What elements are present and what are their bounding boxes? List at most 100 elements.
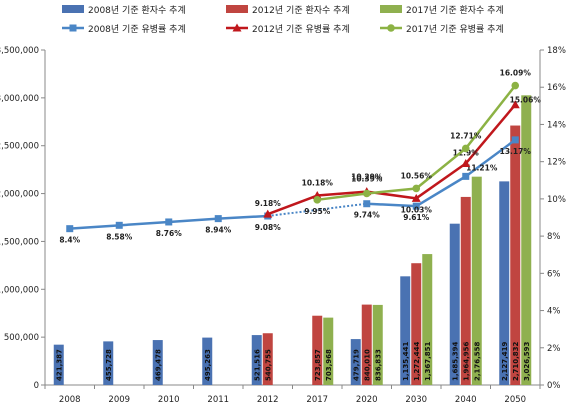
- y-tick-label: 500,000: [4, 333, 39, 343]
- bar: [471, 176, 482, 385]
- series-line-segment: [267, 194, 318, 216]
- legend-bar-swatch: [226, 5, 248, 13]
- legend-bar-swatch: [380, 5, 402, 13]
- bar: [499, 181, 510, 385]
- legend-label: 2012년 기준 환자수 추계: [252, 4, 350, 16]
- bar-value-label: 521,516: [253, 349, 261, 381]
- y2-tick-label: 16%: [547, 83, 566, 93]
- y-tick-label: 3,000,000: [0, 94, 39, 104]
- y2-tick-label: 4%: [547, 307, 561, 317]
- data-label: 11.21%: [466, 163, 498, 172]
- data-label: 13.17%: [500, 147, 532, 156]
- series-line-segment: [69, 224, 120, 230]
- series-line-segment: [464, 84, 517, 150]
- legend-label: 2012년 기준 유병률 추계: [252, 23, 350, 35]
- bar-value-label: 2,127,419: [501, 341, 509, 381]
- y2-tick-label: 0%: [547, 381, 561, 391]
- x-tick-label: 2040: [455, 395, 477, 405]
- bar-value-label: 540,755: [264, 349, 272, 381]
- data-point: [511, 81, 520, 90]
- y2-tick-label: 12%: [547, 158, 566, 168]
- y-tick-label: 1,500,000: [0, 237, 39, 247]
- y2-tick-label: 14%: [547, 120, 566, 130]
- legend-label: 2008년 기준 유병률 추계: [88, 23, 186, 35]
- data-label: 8.4%: [59, 236, 80, 245]
- data-point: [313, 196, 322, 204]
- bar-value-label: 469,478: [154, 349, 162, 381]
- data-point: [411, 193, 421, 202]
- series-line-segment: [415, 162, 467, 200]
- x-tick-label: 2012: [257, 395, 279, 405]
- series-line-segment: [366, 187, 417, 195]
- bar-value-label: 723,857: [314, 349, 322, 381]
- data-label: 10.56%: [401, 171, 433, 180]
- legend-label: 2017년 기준 유병률 추계: [406, 23, 504, 35]
- bar: [411, 263, 422, 385]
- series-line-segment: [465, 138, 516, 178]
- data-point: [263, 209, 273, 218]
- bar: [460, 196, 471, 385]
- data-point: [66, 225, 74, 233]
- legend-marker: [232, 23, 242, 32]
- y-tick-label: 0: [34, 381, 39, 391]
- x-tick-label: 2020: [356, 395, 378, 405]
- bar: [422, 254, 433, 385]
- bar: [361, 304, 372, 385]
- data-point: [412, 184, 421, 193]
- data-point: [461, 159, 471, 168]
- bar-value-label: 1,272,444: [413, 341, 421, 381]
- y2-tick-label: 8%: [547, 232, 561, 242]
- series-line-segment: [464, 103, 517, 165]
- data-point: [363, 200, 371, 208]
- series-line-segment: [168, 217, 219, 224]
- series-line-segment: [415, 147, 467, 190]
- data-label: 8.58%: [106, 232, 133, 241]
- bar-value-label: 495,263: [204, 349, 212, 381]
- bar-value-label: 703,968: [325, 349, 333, 381]
- y2-tick-label: 2%: [547, 344, 561, 354]
- legend-label: 2017년 기준 환자수 추계: [406, 4, 504, 16]
- data-label: 10.39%: [351, 175, 383, 184]
- data-point: [115, 221, 123, 229]
- data-point: [214, 215, 222, 223]
- y2-tick-label: 18%: [547, 46, 566, 56]
- bar-value-label: 836,833: [374, 349, 382, 381]
- bar: [262, 333, 273, 385]
- bar: [449, 223, 460, 385]
- y2-tick-label: 10%: [547, 195, 566, 205]
- x-tick-label: 2008: [59, 395, 81, 405]
- x-tick-label: 2030: [405, 395, 427, 405]
- data-label: 9.61%: [403, 213, 430, 222]
- data-label: 11.9%: [453, 149, 480, 158]
- x-tick-label: 2017: [306, 395, 328, 405]
- data-label: 10.18%: [302, 179, 334, 188]
- bar: [53, 344, 64, 385]
- data-point: [412, 202, 420, 210]
- bar: [323, 317, 334, 385]
- data-point: [511, 136, 519, 144]
- x-tick-label: 2010: [158, 395, 180, 405]
- bar-value-label: 479,719: [352, 349, 360, 381]
- legend-bar-swatch: [62, 5, 84, 13]
- y-tick-label: 2,000,000: [0, 190, 39, 200]
- bar-value-label: 3,026,593: [523, 341, 531, 381]
- y2-tick-label: 6%: [547, 269, 561, 279]
- x-tick-label: 2009: [108, 395, 130, 405]
- data-label: 12.71%: [450, 131, 482, 140]
- legend-marker: [387, 24, 395, 32]
- bar: [521, 95, 532, 385]
- bar: [251, 335, 262, 385]
- bar: [312, 315, 323, 385]
- data-label: 16.09%: [500, 69, 532, 78]
- data-label: 8.76%: [156, 229, 183, 238]
- bar-value-label: 1,964,956: [462, 341, 470, 381]
- data-label: 9.74%: [354, 211, 381, 220]
- bar: [152, 340, 163, 385]
- data-point: [461, 144, 470, 153]
- bar: [350, 339, 361, 385]
- data-label: 9.18%: [255, 199, 282, 208]
- data-label: 9.95%: [304, 207, 331, 216]
- y-tick-label: 3,500,000: [0, 46, 39, 56]
- series-line-segment: [317, 192, 367, 202]
